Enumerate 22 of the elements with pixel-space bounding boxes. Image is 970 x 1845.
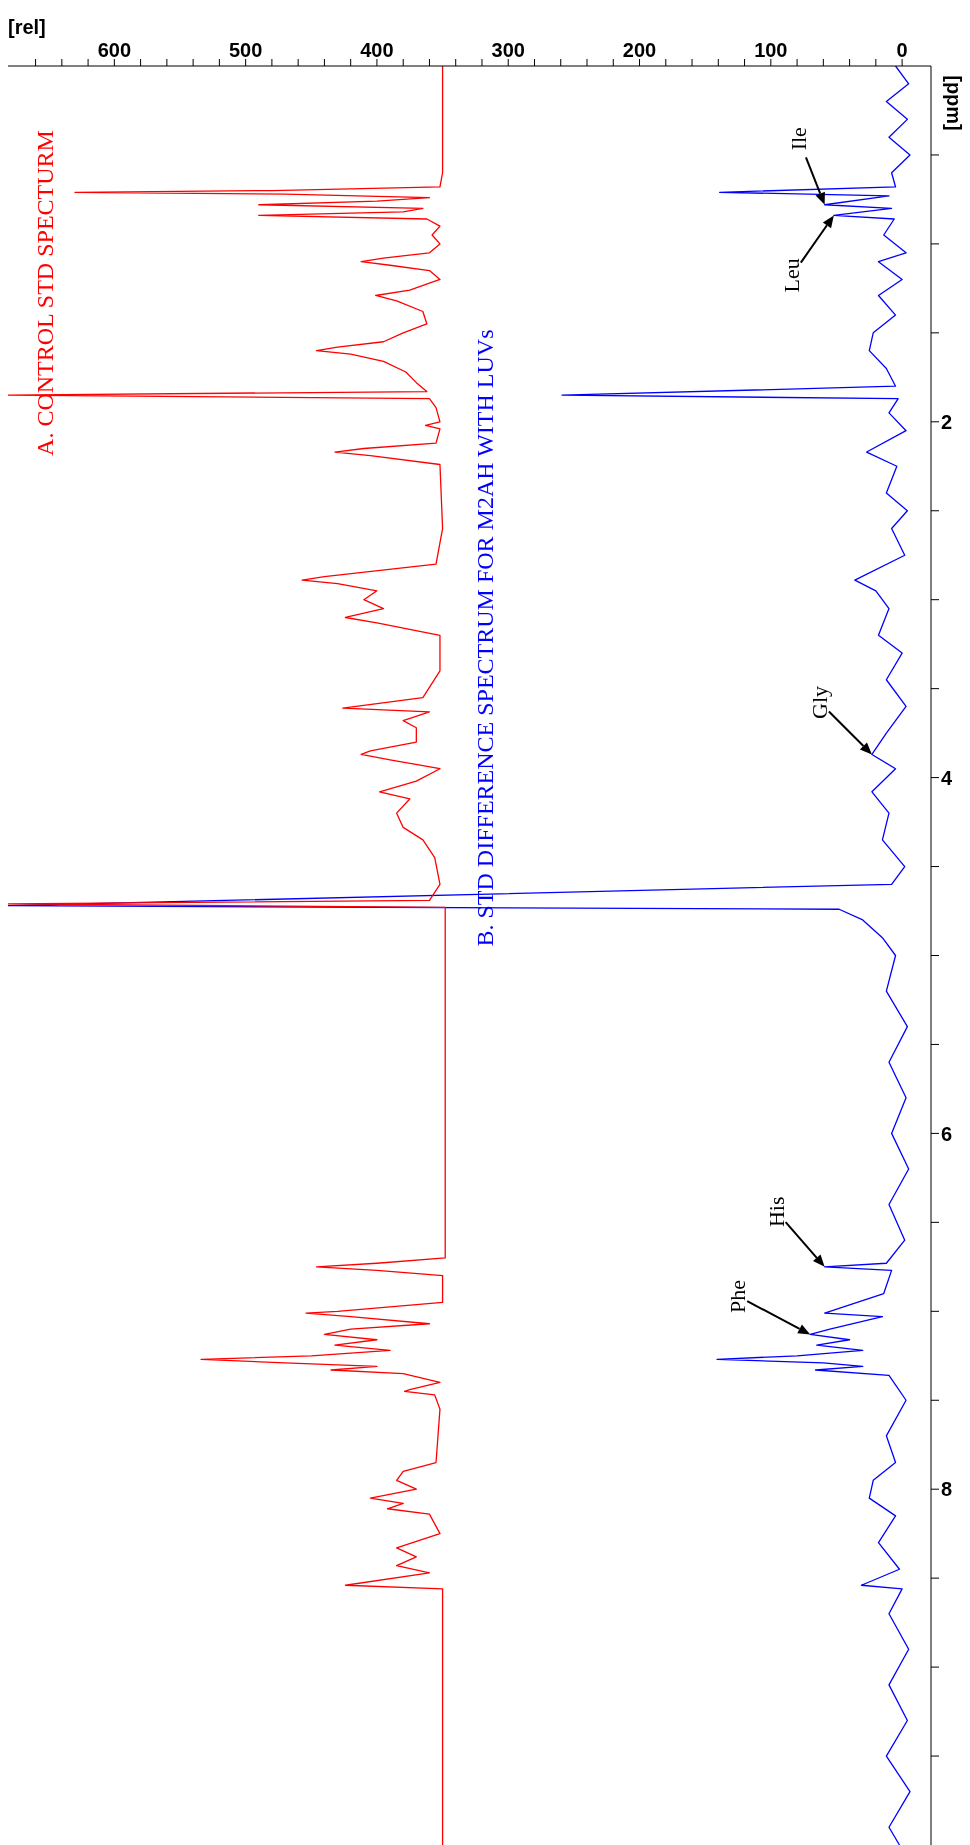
x-tick-label: 500 — [228, 39, 263, 61]
x-tick-label: 400 — [360, 39, 394, 61]
line-series — [8, 66, 911, 1845]
x-tick-label: 100 — [754, 39, 788, 61]
y-tick-label: 2 — [941, 410, 953, 433]
annotation: Leu — [778, 258, 804, 293]
text: B. STD DIFFERENCE SPECTRUM FOR M2AH WITH LUVs — [471, 329, 499, 947]
x-tick-label: 300 — [491, 39, 525, 61]
y-axis-title: [ppm] — [941, 75, 965, 131]
y-tick-label: 6 — [941, 1122, 953, 1145]
text: A. CONTROL STD SPECTURM — [31, 130, 59, 456]
x-axis-title: [rel] — [8, 16, 46, 39]
x-tick-label: 0 — [896, 39, 908, 61]
annotation: Ile — [785, 127, 811, 151]
x-tick-label: 200 — [622, 39, 657, 61]
y-tick-label: 4 — [941, 766, 953, 789]
y-tick-label: 8 — [941, 1478, 953, 1501]
line-series — [8, 66, 446, 1845]
x-tick-label: 600 — [97, 39, 132, 61]
annotation: Gly — [806, 685, 832, 719]
annotation: Phe — [725, 1279, 751, 1313]
annotation: His — [763, 1196, 789, 1228]
